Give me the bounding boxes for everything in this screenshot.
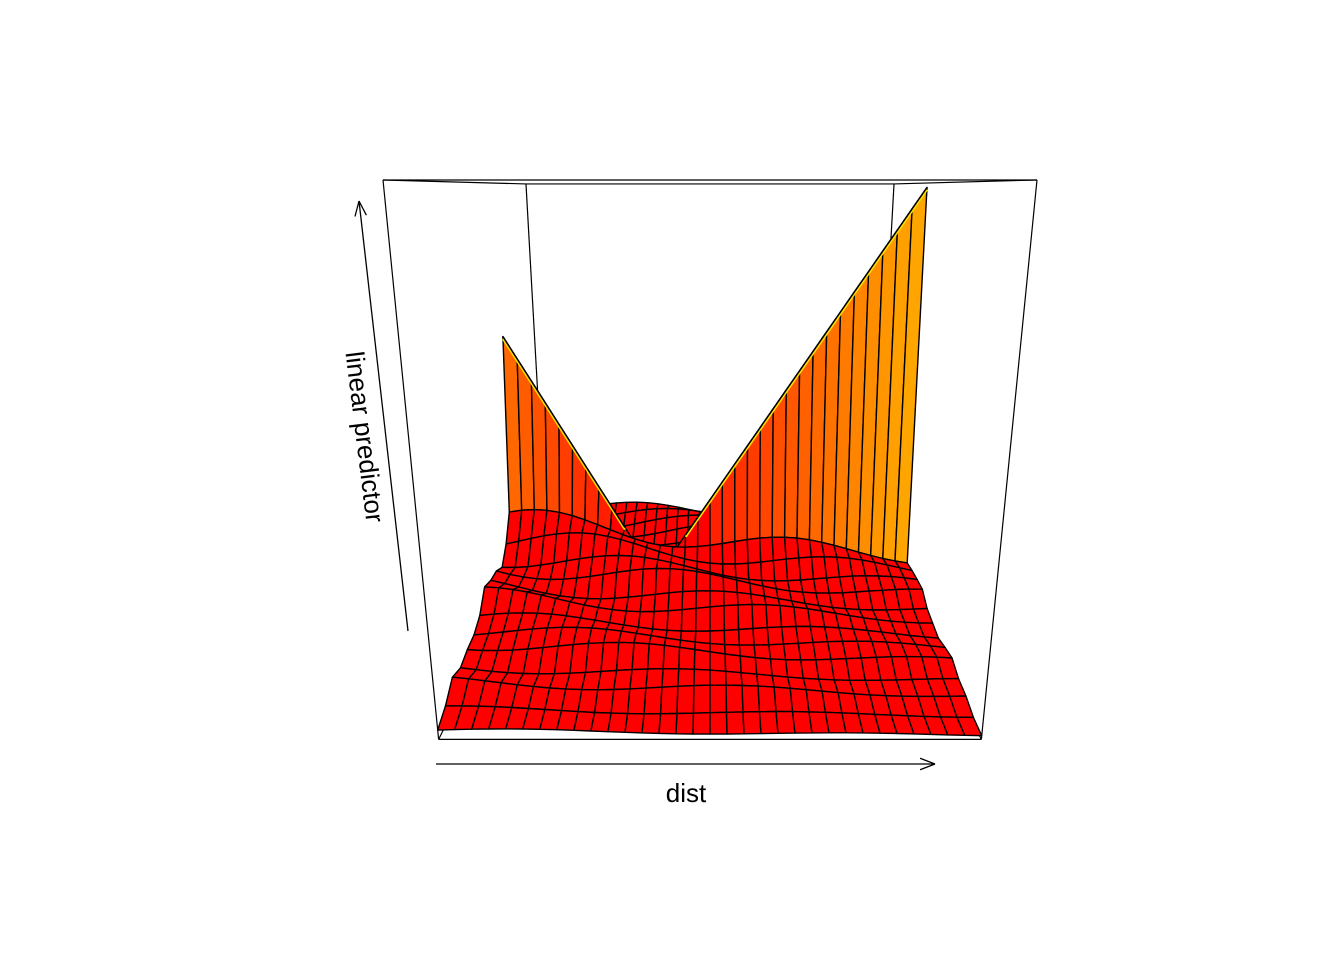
axis-arrows bbox=[354, 200, 936, 771]
x-axis-label: dist bbox=[666, 778, 707, 808]
surface-mesh bbox=[437, 186, 983, 737]
z-axis-label: linear predictor bbox=[340, 350, 391, 525]
wall-ridge-highlight bbox=[502, 187, 928, 538]
bounding-box-front-edges bbox=[382, 179, 1038, 741]
